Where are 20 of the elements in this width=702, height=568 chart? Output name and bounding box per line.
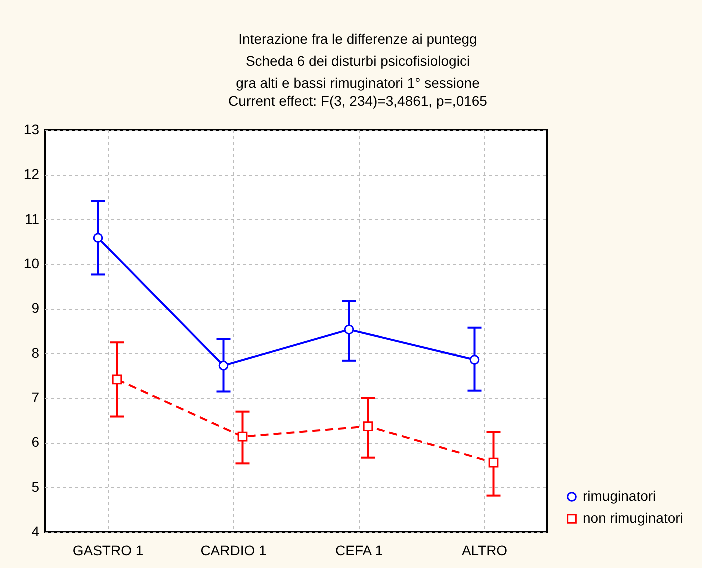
y-tick-label: 6 — [32, 434, 40, 450]
y-tick-label: 8 — [32, 344, 40, 361]
text: Scheda 6 dei disturbi psicofisiologici — [246, 53, 470, 69]
y-tick-label: 5 — [32, 478, 40, 495]
y-tick-label: 11 — [24, 210, 40, 227]
text: gra alti e bassi rimuginatori 1° sessione — [236, 75, 480, 91]
y-tick-label: 12 — [24, 166, 40, 182]
x-tick-label: CEFA 1 — [336, 542, 384, 558]
x-tick-label: GASTRO 1 — [72, 542, 144, 558]
y-tick-label: 9 — [32, 300, 40, 316]
x-tick-label: ALTRO — [462, 542, 508, 558]
y-tick-label: 4 — [32, 524, 40, 540]
x-tick-label: CARDIO 1 — [200, 542, 268, 558]
legend-label: non rimuginatori — [583, 510, 684, 526]
chart-subtitle: Current effect: F(3, 234)=3,4861, p=,0165 — [228, 93, 488, 109]
legend-label: rimuginatori — [583, 488, 656, 504]
y-tick-label: 10 — [24, 256, 40, 272]
y-tick-label: 7 — [32, 390, 40, 406]
y-tick-label: 13 — [24, 122, 40, 138]
text: Interazione fra le differenze ai puntegg — [238, 31, 478, 47]
